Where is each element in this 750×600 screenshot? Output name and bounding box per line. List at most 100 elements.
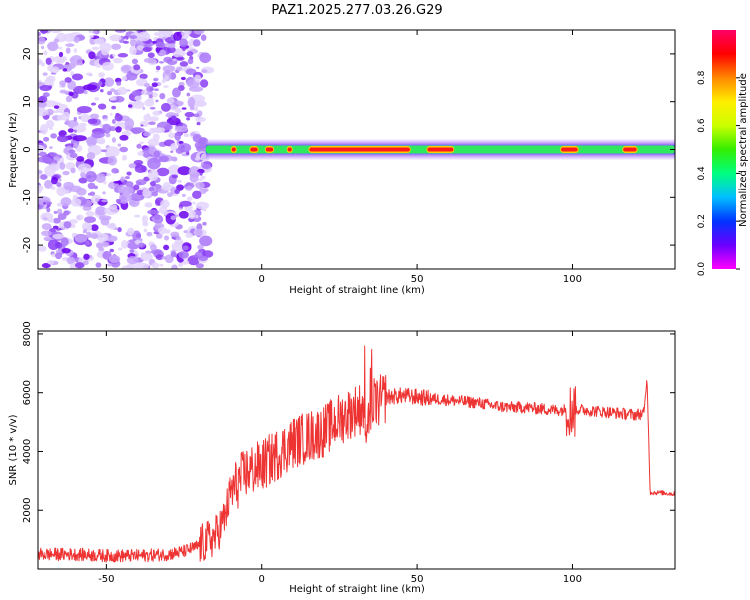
noise-speck <box>38 58 43 66</box>
noise-speck <box>195 154 201 161</box>
noise-speck <box>95 206 107 216</box>
y-tick-label: -10 <box>22 189 33 205</box>
noise-speck <box>57 213 67 220</box>
noise-speck <box>48 146 53 149</box>
noise-speck <box>91 46 100 51</box>
y-tick-label: 20 <box>22 48 33 61</box>
noise-speck <box>196 121 201 126</box>
noise-speck <box>137 150 144 156</box>
noise-speck <box>147 96 154 103</box>
noise-speck <box>72 232 77 237</box>
noise-speck <box>104 146 120 158</box>
noise-speck <box>98 247 105 252</box>
noise-speck <box>109 112 113 116</box>
noise-speck <box>170 215 177 221</box>
noise-speck <box>97 81 103 87</box>
noise-speck <box>64 77 72 83</box>
signal-peak <box>287 147 292 152</box>
noise-speck <box>155 99 159 103</box>
colorbar-gradient <box>712 30 736 269</box>
noise-speck <box>66 256 76 265</box>
noise-speck <box>99 251 104 254</box>
noise-speck <box>156 167 170 177</box>
noise-speck <box>186 117 191 121</box>
noise-speck <box>124 175 130 180</box>
noise-speck <box>117 247 123 251</box>
noise-speck <box>166 117 181 126</box>
noise-speck <box>50 176 58 185</box>
noise-speck <box>39 124 49 135</box>
noise-speck <box>163 85 169 88</box>
noise-speck <box>171 174 179 179</box>
colorbar-tick-label: 0.8 <box>697 70 707 85</box>
noise-speck <box>105 132 111 138</box>
noise-speck <box>78 177 88 184</box>
noise-speck <box>49 152 58 157</box>
noise-speck <box>61 247 71 254</box>
noise-speck <box>104 81 109 86</box>
noise-speck <box>113 180 120 184</box>
noise-speck <box>91 131 105 139</box>
noise-speck <box>94 97 100 101</box>
noise-speck <box>143 114 152 122</box>
noise-speck <box>50 66 60 74</box>
noise-speck <box>50 133 57 139</box>
x-tick-label: 50 <box>411 274 424 285</box>
noise-speck <box>60 197 72 207</box>
noise-speck <box>164 254 174 264</box>
noise-speck <box>181 67 188 72</box>
noise-speck <box>153 213 161 221</box>
noise-speck <box>135 179 147 186</box>
noise-speck <box>151 82 158 88</box>
noise-speck <box>38 108 49 117</box>
noise-speck <box>133 159 144 166</box>
noise-speck <box>52 110 60 114</box>
noise-speck <box>162 65 176 73</box>
noise-speck <box>151 262 160 269</box>
noise-speck <box>48 127 53 131</box>
noise-speck <box>130 127 145 134</box>
noise-speck <box>179 61 189 67</box>
noise-speck <box>65 119 70 125</box>
noise-speck <box>167 192 173 198</box>
noise-speck <box>128 201 137 205</box>
figure-title: PAZ1.2025.277.03.26.G29 <box>271 3 442 18</box>
snr-axes-frame <box>37 330 676 570</box>
y-tick-label: 2000 <box>22 498 33 523</box>
noise-speck <box>123 38 127 42</box>
noise-speck <box>101 199 108 203</box>
noise-speck <box>60 237 69 247</box>
noise-speck <box>147 138 160 147</box>
noise-speck <box>67 80 77 90</box>
noise-speck <box>126 171 132 176</box>
noise-speck <box>146 85 154 92</box>
noise-speck <box>45 57 52 65</box>
colorbar-tick-label: 0.0 <box>697 262 707 277</box>
noise-speck <box>179 200 192 207</box>
noise-speck <box>87 118 98 124</box>
snr-y-label: SNR (10 * v/v) <box>8 414 19 485</box>
noise-speck <box>41 263 51 269</box>
noise-speck <box>182 245 189 251</box>
colorbar-tick-label: 0.6 <box>697 118 707 133</box>
noise-speck <box>44 165 56 177</box>
noise-speck <box>89 113 100 119</box>
noise-speck <box>95 198 100 202</box>
noise-speck <box>83 90 88 95</box>
noise-speck <box>155 41 165 48</box>
noise-speck <box>43 236 53 242</box>
noise-speck <box>38 169 43 174</box>
noise-speck <box>179 38 188 48</box>
noise-speck <box>114 113 123 122</box>
noise-speck <box>90 224 99 232</box>
noise-speck <box>125 181 134 188</box>
noise-speck <box>192 134 202 143</box>
noise-speck <box>131 58 139 65</box>
noise-speck <box>152 110 161 116</box>
noise-speck <box>58 51 64 58</box>
noise-speck <box>140 252 146 257</box>
noise-speck <box>41 223 52 231</box>
noise-speck <box>134 95 143 101</box>
noise-speck <box>43 136 50 142</box>
noise-speck <box>163 244 170 251</box>
